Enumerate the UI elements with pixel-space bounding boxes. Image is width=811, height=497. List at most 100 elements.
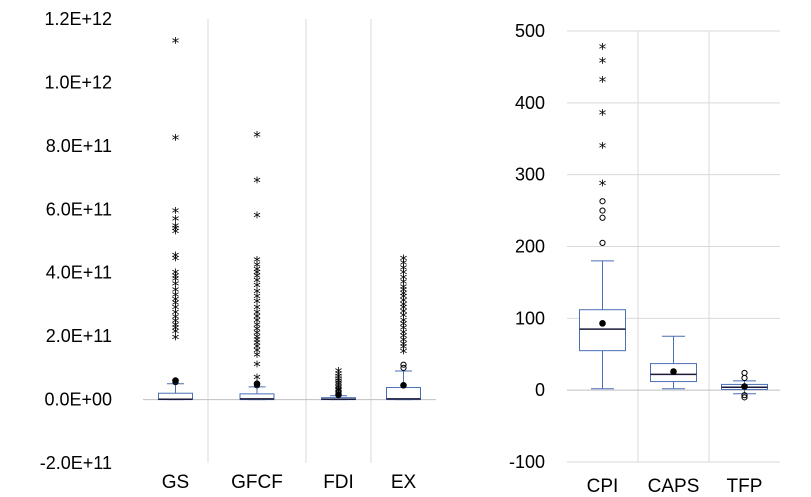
- mild-outlier: [400, 361, 407, 368]
- mild-outlier: [741, 392, 748, 399]
- box-gfcf: ****************************: [239, 128, 275, 401]
- extreme-outlier: *: [400, 290, 408, 308]
- extreme-outlier: *: [335, 378, 343, 396]
- mild-outlier: [599, 198, 606, 205]
- extreme-outlier: *: [400, 251, 408, 269]
- mild-outlier: [599, 214, 606, 221]
- mean-marker: [253, 380, 261, 388]
- extreme-outlier: *: [400, 286, 408, 304]
- mild-outlier: [741, 369, 748, 377]
- extreme-outlier: *: [335, 384, 343, 402]
- mean-marker: [670, 368, 677, 375]
- extreme-outlier: *: [172, 321, 180, 339]
- extreme-outlier: *: [335, 364, 343, 382]
- extreme-outlier: *: [253, 285, 261, 303]
- extreme-outlier: *: [253, 305, 261, 323]
- extreme-outlier: *: [400, 317, 408, 335]
- extreme-outlier: *: [172, 212, 180, 230]
- extreme-outlier: *: [400, 309, 408, 327]
- mean-marker: [599, 320, 606, 327]
- extreme-outlier: *: [253, 253, 261, 271]
- extreme-outlier: *: [253, 263, 261, 281]
- extreme-outlier: *: [253, 322, 261, 340]
- extreme-outlier: *: [172, 251, 180, 269]
- extreme-outlier: *: [335, 379, 343, 397]
- extreme-outlier: *: [253, 174, 261, 192]
- mild-outlier: [599, 207, 606, 214]
- extreme-outlier: *: [335, 376, 343, 394]
- extreme-outlier: *: [335, 367, 343, 385]
- extreme-outlier: *: [172, 318, 180, 336]
- extreme-outlier: *: [253, 348, 261, 366]
- extreme-outlier: *: [172, 296, 180, 314]
- extreme-outlier: *: [253, 294, 261, 312]
- extreme-outlier: *: [172, 269, 180, 287]
- extreme-outlier: *: [253, 309, 261, 327]
- extreme-outlier: *: [335, 374, 343, 392]
- extreme-outlier: *: [400, 261, 408, 279]
- extreme-outlier: *: [253, 343, 261, 361]
- extreme-outlier: *: [253, 128, 261, 146]
- extreme-outlier: *: [400, 280, 408, 298]
- extreme-outlier: *: [400, 270, 408, 288]
- extreme-outlier: *: [253, 326, 261, 344]
- extreme-outlier: *: [172, 224, 180, 242]
- x-category-label-caps: CAPS: [648, 476, 700, 497]
- y-tick-label-300: 300: [515, 165, 545, 185]
- extreme-outlier: *: [335, 382, 343, 400]
- extreme-outlier: *: [400, 297, 408, 315]
- extreme-outlier: *: [599, 54, 607, 72]
- y-tick-label-200: 200: [515, 237, 545, 257]
- extreme-outlier: *: [400, 329, 408, 347]
- box-cpi: ******: [579, 40, 626, 390]
- extreme-outlier: *: [400, 344, 408, 362]
- extreme-outlier: *: [400, 321, 408, 339]
- mild-outlier: [741, 394, 748, 401]
- extreme-outlier: *: [253, 339, 261, 357]
- extreme-outlier: *: [253, 358, 261, 376]
- left-box-plot: -2.0E+11 0.0E+00 2.0E+11 4.0E+11 6.0E+11 8.0E…: [40, 9, 436, 493]
- y-tick-label-1-0e-12: 1.0E+12: [44, 72, 112, 92]
- extreme-outlier: *: [400, 304, 408, 322]
- extreme-outlier: *: [400, 340, 408, 358]
- mean-marker: [400, 382, 407, 389]
- extreme-outlier: *: [400, 294, 408, 312]
- mild-outlier: [335, 388, 342, 395]
- mild-outlier: [599, 239, 606, 247]
- x-category-label-tfp: TFP: [727, 476, 763, 497]
- extreme-outlier: *: [172, 272, 180, 290]
- extreme-outlier: *: [172, 248, 180, 266]
- box-ex: ************************: [386, 251, 421, 401]
- extreme-outlier: *: [335, 370, 343, 388]
- extreme-outlier: *: [253, 318, 261, 336]
- mean-marker: [172, 377, 179, 384]
- extreme-outlier: *: [172, 331, 180, 349]
- extreme-outlier: *: [400, 283, 408, 301]
- y-tick-label-1-2e-12: 1.2E+12: [44, 9, 112, 29]
- extreme-outlier: *: [599, 73, 607, 91]
- y-tick-label--100: -100: [509, 452, 545, 472]
- x-category-label-gfcf: GFCF: [231, 472, 283, 493]
- extreme-outlier: *: [253, 370, 261, 388]
- extreme-outlier: *: [253, 209, 261, 227]
- extreme-outlier: *: [400, 333, 408, 351]
- box-tfp: [721, 369, 768, 401]
- extreme-outlier: *: [400, 325, 408, 343]
- extreme-outlier: *: [172, 283, 180, 301]
- extreme-outlier: *: [253, 301, 261, 319]
- extreme-outlier: *: [253, 330, 261, 348]
- extreme-outlier: *: [253, 278, 261, 296]
- y-tick-label-400: 400: [515, 93, 545, 113]
- extreme-outlier: *: [599, 40, 607, 58]
- extreme-outlier: *: [172, 293, 180, 311]
- y-tick-label-500: 500: [515, 21, 545, 41]
- extreme-outlier: *: [172, 219, 180, 237]
- x-category-label-ex: EX: [391, 472, 417, 493]
- box-gs: *************************: [158, 34, 193, 401]
- extreme-outlier: *: [172, 324, 180, 342]
- extreme-outlier: *: [400, 301, 408, 319]
- mean-marker: [741, 383, 748, 390]
- interquartile-box: [386, 387, 421, 401]
